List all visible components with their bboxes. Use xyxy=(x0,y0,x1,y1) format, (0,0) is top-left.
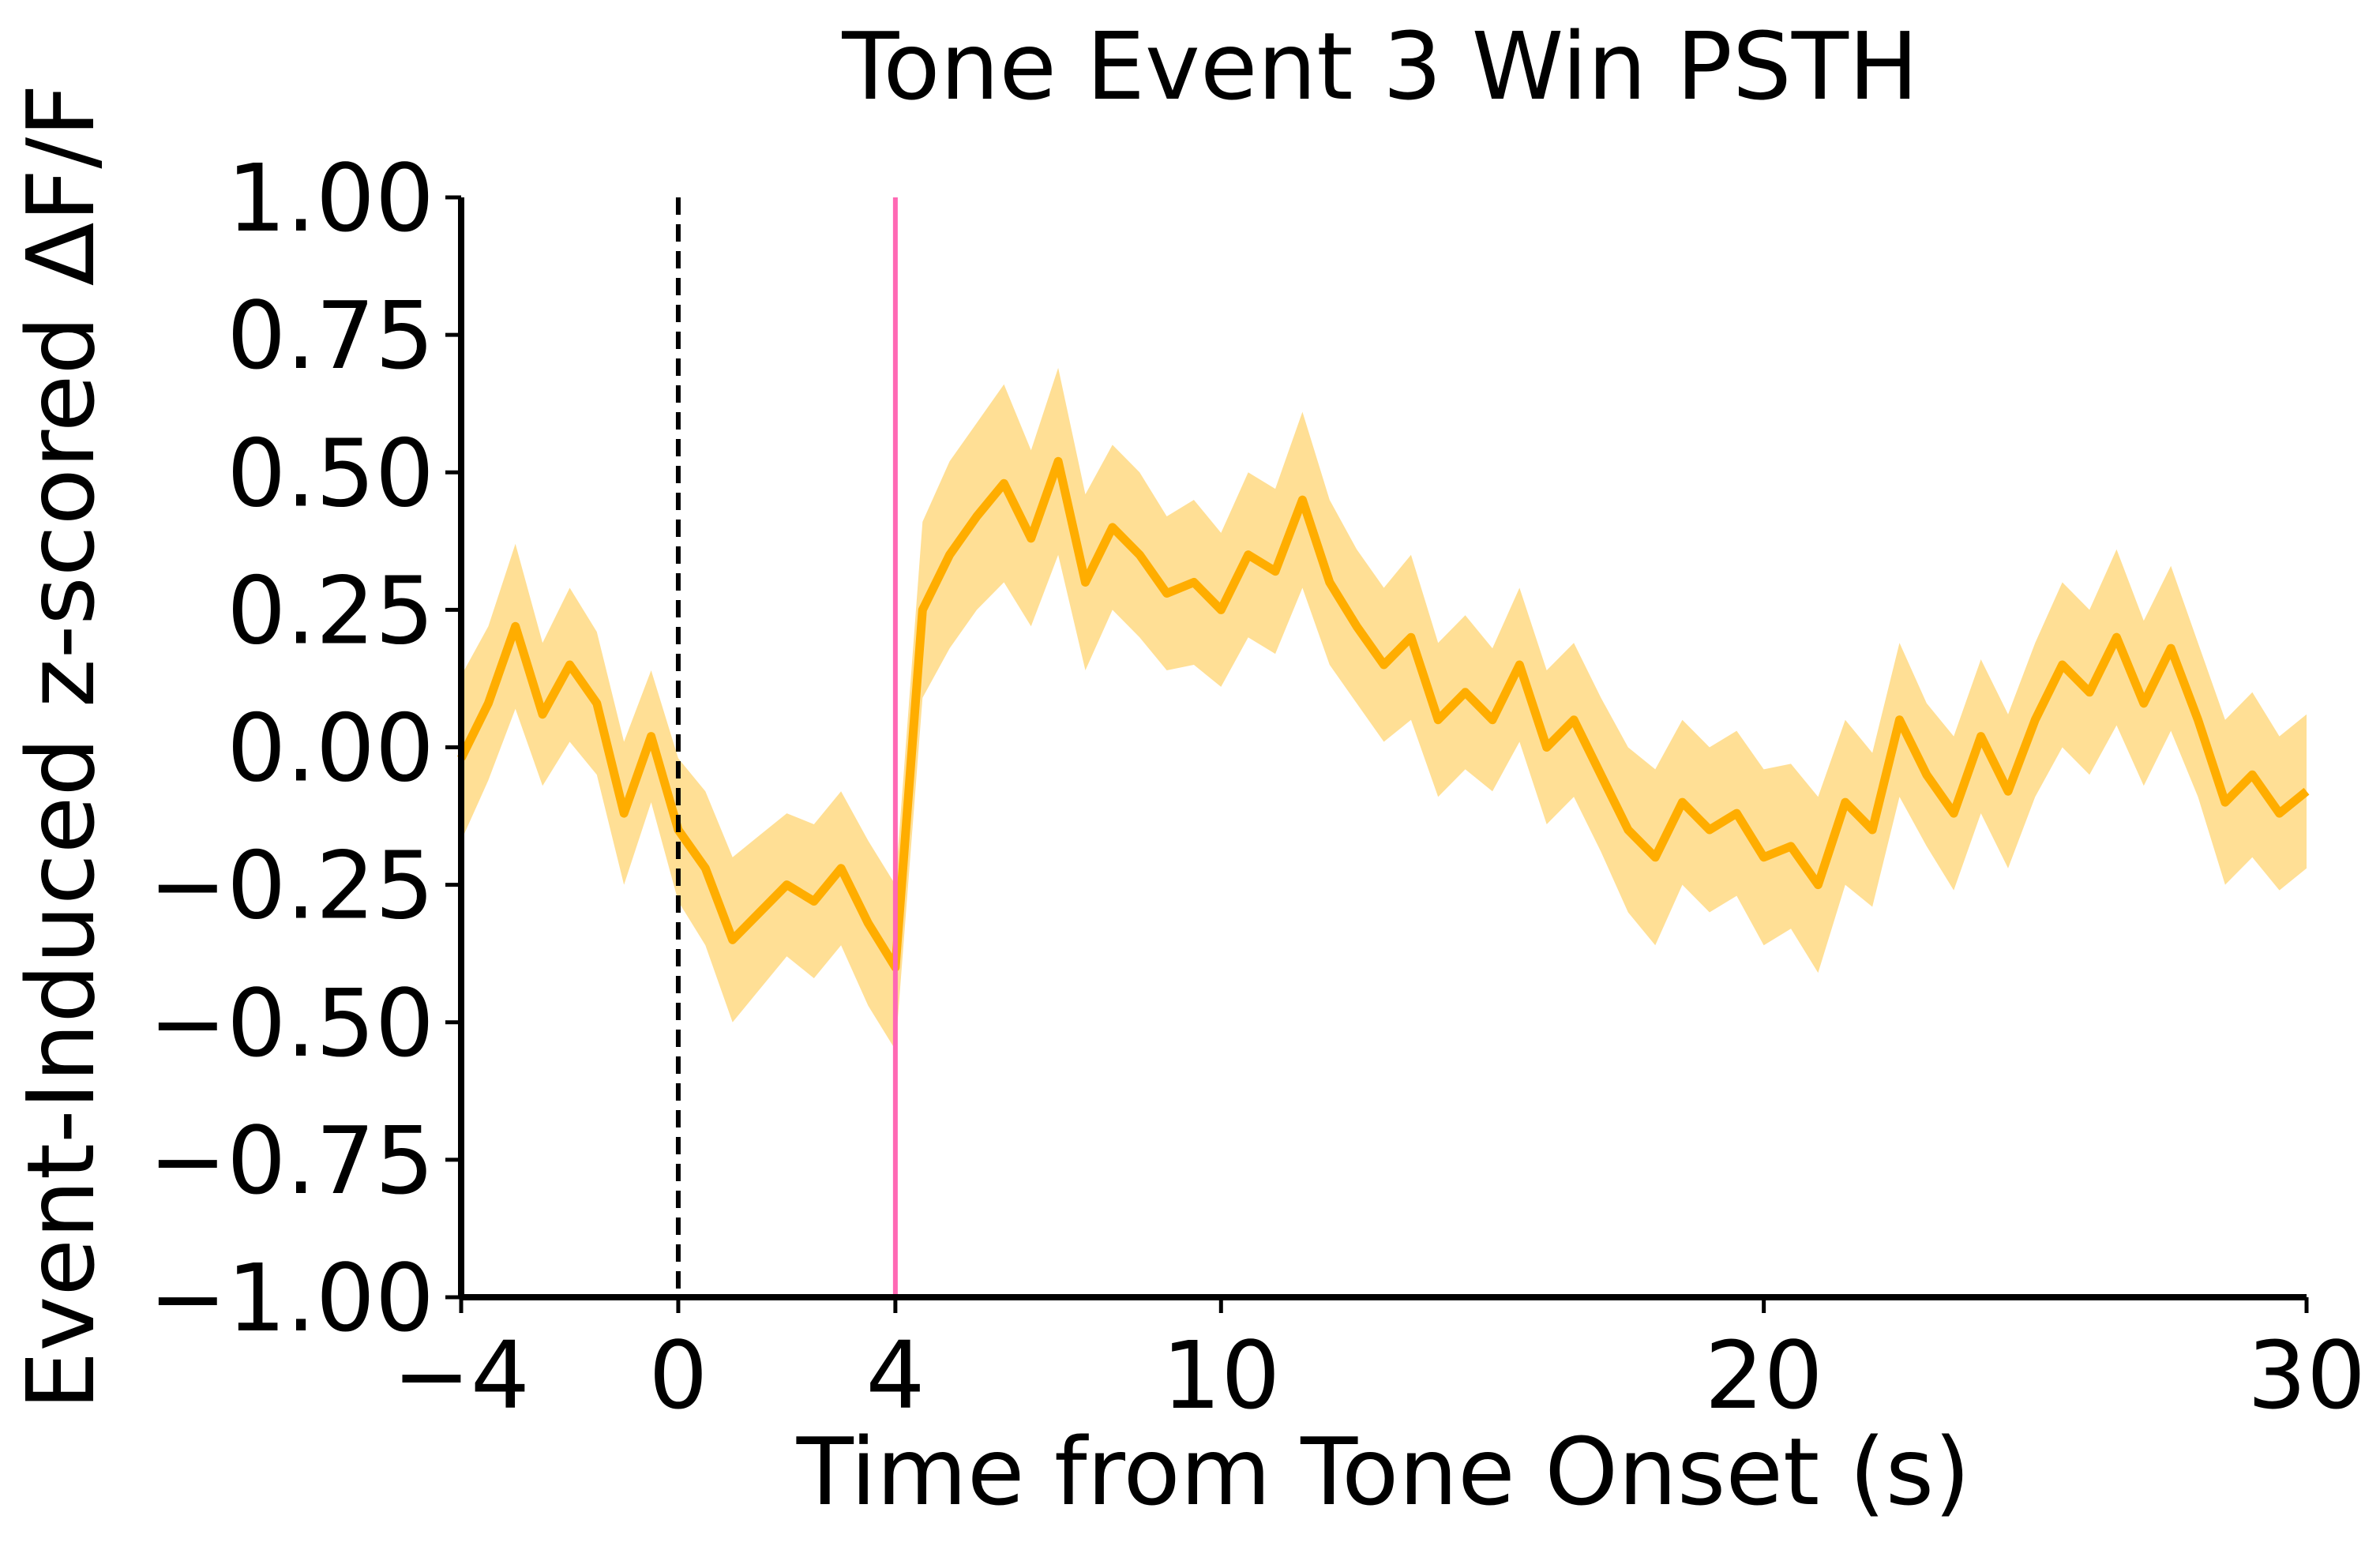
mean-line xyxy=(457,456,2310,972)
y-tick-label: −0.50 xyxy=(148,969,434,1078)
chart-title: Tone Event 3 Win PSTH xyxy=(841,12,1918,121)
x-axis-label: Time from Tone Onset (s) xyxy=(796,1417,1971,1526)
y-axis-label: Event-Induced z-scored ΔF/F xyxy=(6,84,115,1410)
x-tick-label: 0 xyxy=(648,1321,708,1430)
y-tick-label: 0.00 xyxy=(227,694,434,803)
event-marker-layer xyxy=(675,197,898,1297)
y-tick-label: 0.25 xyxy=(227,556,434,665)
x-tick-label: 4 xyxy=(865,1321,925,1430)
y-axis-ticks: −1.00 −0.75 −0.50 −0.25 0.00 0.25 0.50 0.75 1.00 xyxy=(148,144,461,1353)
y-tick-label: −1.00 xyxy=(148,1244,434,1353)
mean-line-layer xyxy=(457,456,2310,972)
y-tick-label: −0.75 xyxy=(148,1106,434,1215)
x-axis-ticks: −4 0 4 10 20 30 xyxy=(392,1297,2366,1430)
plot-area xyxy=(457,197,2310,1297)
x-tick-label: 10 xyxy=(1162,1321,1280,1430)
y-tick-label: 0.75 xyxy=(227,281,434,390)
x-tick-label: −4 xyxy=(392,1321,530,1430)
y-tick-label: 0.50 xyxy=(227,418,434,527)
x-tick-label: 30 xyxy=(2247,1321,2366,1430)
y-tick-label: −0.25 xyxy=(148,831,434,940)
x-tick-label: 20 xyxy=(1705,1321,1823,1430)
y-tick-label: 1.00 xyxy=(227,144,434,253)
sem-band xyxy=(461,367,2307,1050)
sem-band-layer xyxy=(461,367,2307,1050)
